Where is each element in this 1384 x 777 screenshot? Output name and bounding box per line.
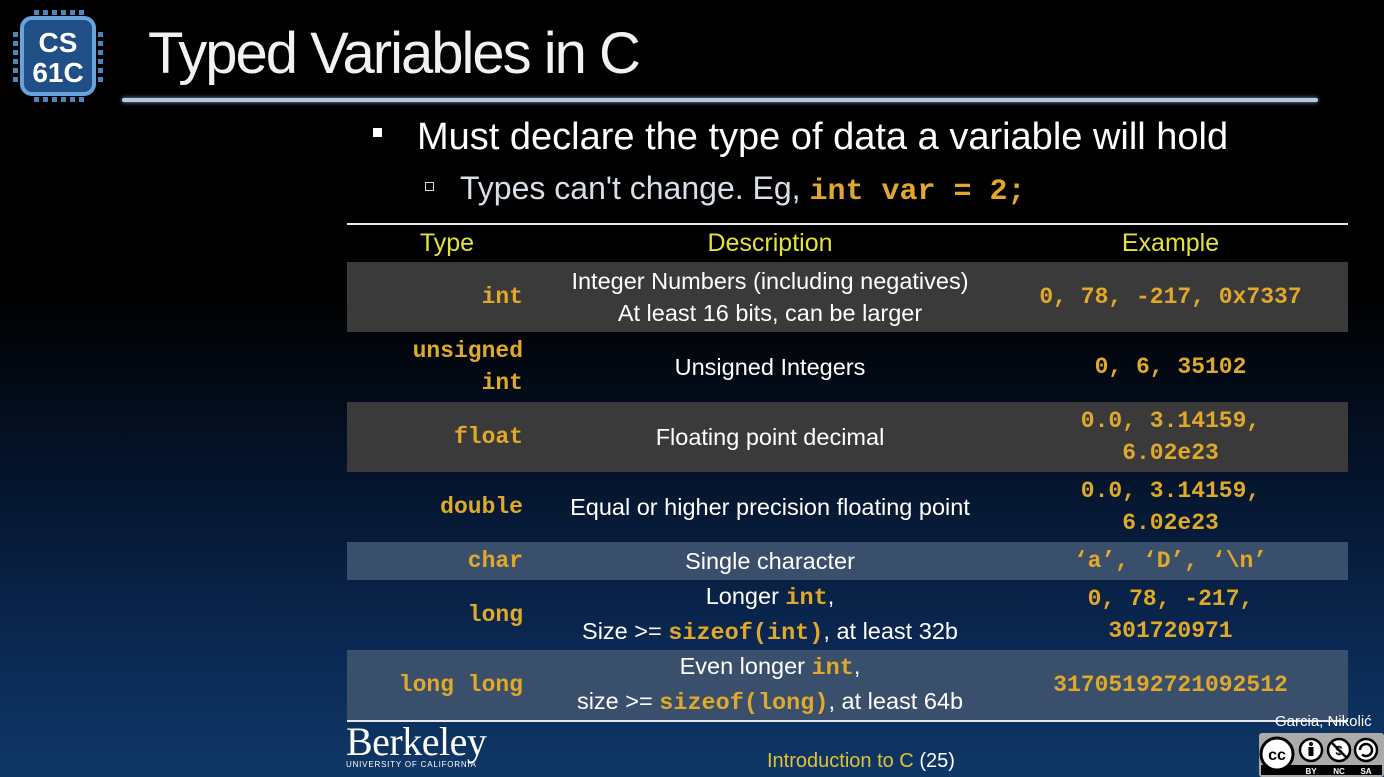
types-table: Type Description Example int Integer Num… (347, 224, 1348, 720)
type-name: int (481, 284, 523, 310)
description-text: size >= (576, 688, 660, 714)
example-cell: 0, 78, -217, 301720971 (993, 580, 1348, 650)
slide-title: Typed Variables in C (148, 21, 641, 86)
type-cell: unsigned int (347, 332, 547, 402)
description-text: , at least 64b (828, 688, 964, 714)
description-line: At least 16 bits, can be larger (617, 300, 923, 326)
description-code: sizeof(int) (668, 620, 824, 647)
type-name: float (453, 424, 523, 450)
bullet-level1: Must declare the type of data a variable… (373, 116, 1228, 159)
table-header-row: Type Description Example (347, 224, 1348, 262)
license-sa: SA (1360, 767, 1371, 776)
description-text: Longer (705, 583, 786, 609)
table-row: double Equal or higher precision floatin… (347, 472, 1348, 542)
type-name: long (467, 602, 523, 628)
description-code: int (785, 585, 828, 612)
description-line: Size >= sizeof(int), at least 32b (547, 615, 993, 650)
type-cell: long (347, 580, 547, 650)
description-code: int (811, 655, 854, 682)
table-row: long long Even longer int, size >= sizeo… (347, 650, 1348, 720)
table-bottom-rule (347, 720, 1348, 722)
description-cell: Unsigned Integers (547, 332, 993, 402)
example-value: 6.02e23 (1122, 510, 1219, 536)
description-text: Even longer (679, 653, 812, 679)
description-cell: Even longer int, size >= sizeof(long), a… (547, 650, 993, 720)
table-top-rule (347, 223, 1348, 225)
example-cell: 31705192721092512 (993, 650, 1348, 720)
hollow-square-bullet-icon (425, 182, 434, 192)
description-cell: Equal or higher precision floating point (547, 472, 993, 542)
description-text: , (827, 583, 835, 609)
type-name: double (440, 494, 523, 520)
svg-text:cc: cc (1268, 747, 1286, 764)
table-row: unsigned int Unsigned Integers 0, 6, 3510… (347, 332, 1348, 402)
type-cell: int (347, 262, 547, 332)
description-cell: Integer Numbers (including negatives) At … (547, 262, 993, 332)
example-value: 0, 78, -217, 0x7337 (1039, 284, 1302, 310)
table-row: long Longer int, Size >= sizeof(int), at… (347, 580, 1348, 650)
example-value: 301720971 (1108, 618, 1233, 644)
example-value: 31705192721092512 (1053, 672, 1288, 698)
page-number: (25) (919, 750, 955, 772)
slide-footer: Introduction to C (25) (767, 750, 955, 773)
cc-license-icon: cc $ BY NC SA (1259, 733, 1384, 777)
example-cell: 0, 78, -217, 0x7337 (993, 262, 1348, 332)
table-row: float Floating point decimal 0.0, 3.1415… (347, 402, 1348, 472)
description-line: Even longer int, (547, 650, 993, 685)
description-cell: Single character (547, 542, 993, 580)
type-name: long long (398, 672, 523, 698)
example-cell: 0.0, 3.14159, 6.02e23 (993, 402, 1348, 472)
description-line: size >= sizeof(long), at least 64b (547, 685, 993, 720)
type-cell: long long (347, 650, 547, 720)
berkeley-wordmark: Berkeley (346, 719, 487, 764)
logo-text-61c: 61C (32, 57, 83, 88)
header-example: Example (1121, 228, 1220, 257)
berkeley-logo: Berkeley UNIVERSITY OF CALIFORNIA (346, 719, 487, 770)
cs61c-logo: CS 61C (13, 10, 103, 102)
bullet-level2-code: int var = 2; (809, 175, 1026, 209)
license-by: BY (1305, 767, 1317, 776)
table-row: char Single character ‘a’, ‘D’, ‘\n’ (347, 542, 1348, 580)
bullet-level2-text: Types can't change. Eg, (460, 170, 810, 206)
table-row: int Integer Numbers (including negatives… (347, 262, 1348, 332)
example-value: 0.0, 3.14159, (1080, 478, 1261, 504)
logo-text-cs: CS (39, 27, 78, 58)
example-cell: 0, 6, 35102 (993, 332, 1348, 402)
authors: Garcia, Nikolić (1275, 713, 1372, 730)
description-line: Longer int, (547, 580, 993, 615)
description-text: Size >= (582, 618, 669, 644)
header-type: Type (419, 228, 475, 257)
example-value: 0, 78, -217, (1087, 586, 1254, 612)
type-cell: float (347, 402, 547, 472)
description-code: sizeof(long) (659, 690, 829, 717)
example-cell: ‘a’, ‘D’, ‘\n’ (993, 542, 1348, 580)
title-underline (122, 98, 1318, 102)
course-title: Introduction to C (767, 750, 914, 772)
description-line: Equal or higher precision floating point (570, 494, 970, 520)
description-line: Integer Numbers (including negatives) (571, 268, 969, 294)
header-description: Description (707, 228, 833, 257)
square-bullet-icon (373, 128, 382, 138)
example-cell: 0.0, 3.14159, 6.02e23 (993, 472, 1348, 542)
example-value: ‘a’, ‘D’, ‘\n’ (1073, 548, 1268, 574)
description-text: , (853, 653, 861, 679)
type-name: unsigned (412, 338, 523, 364)
bullet-level2: Types can't change. Eg, int var = 2; (425, 170, 1025, 209)
example-value: 0.0, 3.14159, (1080, 408, 1261, 434)
example-value: 6.02e23 (1122, 440, 1219, 466)
license-nc: NC (1333, 767, 1345, 776)
type-name: int (481, 370, 523, 396)
type-cell: double (347, 472, 547, 542)
example-value: 0, 6, 35102 (1094, 354, 1247, 380)
description-line: Unsigned Integers (674, 354, 866, 380)
description-line: Single character (685, 548, 855, 574)
type-cell: char (347, 542, 547, 580)
bullet-level1-text: Must declare the type of data a variable… (417, 116, 1229, 158)
description-text: , at least 32b (823, 618, 958, 644)
type-name: char (467, 548, 523, 574)
description-cell: Floating point decimal (547, 402, 993, 472)
description-cell: Longer int, Size >= sizeof(int), at leas… (547, 580, 993, 650)
description-line: Floating point decimal (655, 424, 885, 450)
berkeley-subtitle: UNIVERSITY OF CALIFORNIA (346, 760, 477, 769)
